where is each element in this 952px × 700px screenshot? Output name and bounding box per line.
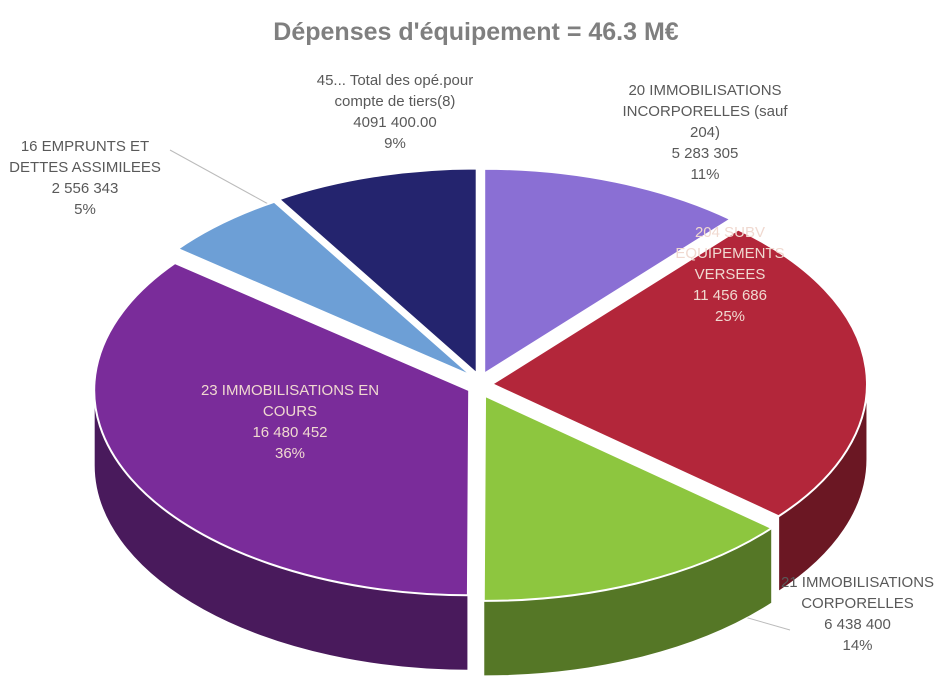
value-label: 5 283 305 <box>671 145 739 162</box>
data-label: 45... Total des opé.pour compte de tiers… <box>300 70 490 154</box>
slice <box>93 261 471 597</box>
percent-label: 11% <box>690 166 720 183</box>
category-label: 21 IMMOBILISATIONS CORPORELLES <box>780 574 935 612</box>
category-label: 45... Total des opé.pour compte de tiers… <box>316 72 474 110</box>
slice <box>483 167 733 376</box>
percent-label: 36% <box>274 445 306 462</box>
value-label: 16 480 452 <box>252 424 328 441</box>
percent-label: 25% <box>714 308 746 325</box>
category-label: 20 IMMOBILISATIONS INCORPORELLES (sauf 2… <box>622 82 788 141</box>
slice <box>277 167 478 376</box>
data-label: 21 IMMOBILISATIONS CORPORELLES 6 438 400 1… <box>770 572 945 656</box>
category-label: 204 SUBV EQUIPEMENTS VERSEES <box>675 224 785 283</box>
category-label: 23 IMMOBILISATIONS EN COURS <box>200 382 380 420</box>
data-label: 16 EMPRUNTS ET DETTES ASSIMILEES 2 556 34… <box>0 136 170 220</box>
slice <box>482 394 774 602</box>
value-label: 2 556 343 <box>51 180 119 197</box>
percent-label: 9% <box>384 135 406 152</box>
data-label: 20 IMMOBILISATIONS INCORPORELLES (sauf 2… <box>615 80 795 185</box>
slice <box>175 200 473 377</box>
data-label: 204 SUBV EQUIPEMENTS VERSEES 11 456 686 25… <box>645 222 815 327</box>
chart-title: Dépenses d'équipement = 46.3 M€ <box>273 18 679 46</box>
data-label: 23 IMMOBILISATIONS EN COURS 16 480 452 36% <box>185 380 395 464</box>
value-label: 6 438 400 <box>824 616 891 633</box>
value-label: 11 456 686 <box>693 287 767 304</box>
percent-label: 14% <box>842 637 873 654</box>
value-label: 4091 400.00 <box>353 114 437 131</box>
leader-line <box>169 149 271 206</box>
category-label: 16 EMPRUNTS ET DETTES ASSIMILEES <box>9 138 161 176</box>
slice <box>489 228 868 518</box>
percent-label: 5% <box>74 201 96 218</box>
